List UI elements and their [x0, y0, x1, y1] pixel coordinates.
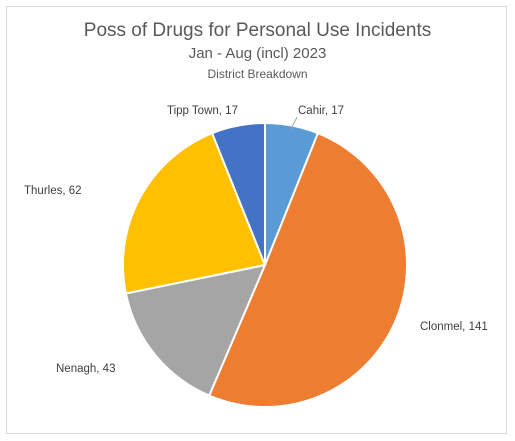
chart-title: Poss of Drugs for Personal Use Incidents [83, 20, 432, 41]
pie-slice-tipp-town [210, 121, 266, 266]
chart-subtitle-2: District Breakdown [207, 67, 308, 81]
data-label-cahir: Cahir, 17 [298, 105, 344, 117]
pie-slice-nenagh [124, 263, 267, 397]
chart-subtitle: Jan - Aug (incl) 2023 [188, 45, 327, 62]
leader-line-cahir [290, 116, 298, 130]
pie-slice-clonmel [207, 131, 408, 408]
pie-slice-thurles [122, 131, 267, 295]
data-label-thurles: Thurles, 62 [24, 185, 82, 197]
data-label-clonmel: Clonmel, 141 [420, 321, 488, 333]
data-label-tipp-town: Tipp Town, 17 [167, 105, 238, 117]
data-label-nenagh: Nenagh, 43 [56, 363, 115, 375]
